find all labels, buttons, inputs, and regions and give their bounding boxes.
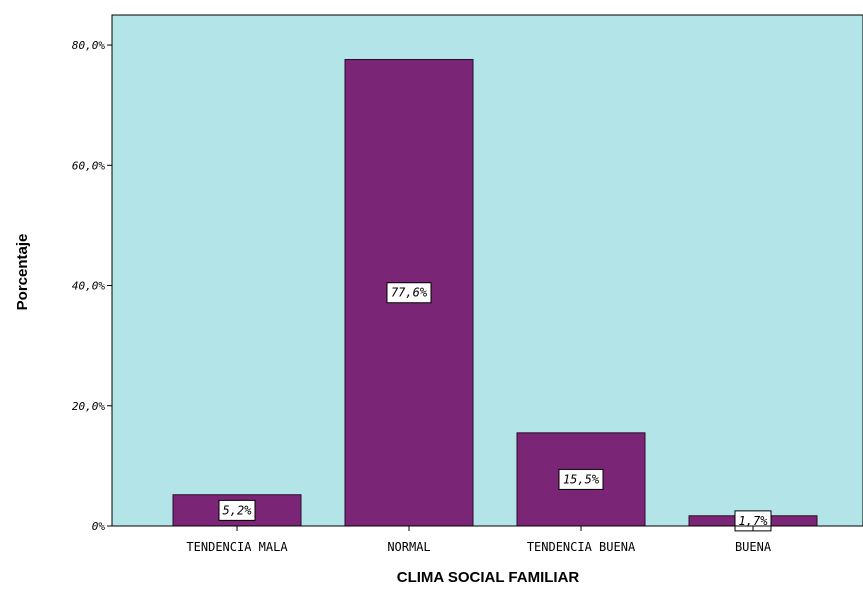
x-tick-label: NORMAL — [387, 540, 430, 554]
data-label: 15,5% — [563, 472, 600, 486]
x-tick-label: TENDENCIA MALA — [186, 540, 288, 554]
y-tick-label: 40,0% — [72, 280, 105, 293]
x-axis-title: CLIMA SOCIAL FAMILIAR — [397, 569, 580, 586]
plot-area — [111, 14, 863, 527]
x-ticks-group: TENDENCIA MALA NORMAL TENDENCIA BUENA BUENA — [186, 526, 772, 554]
data-label-box — [558, 468, 604, 490]
y-axis-title: Porcentaje — [14, 234, 31, 311]
y-tick-label: 20,0% — [72, 400, 105, 413]
y-ticks-group: 0% 20,0% 40,0% 60,0% 80,0% — [72, 39, 112, 533]
data-label: 5,2% — [223, 503, 253, 517]
data-label-box — [218, 499, 256, 521]
data-label: 77,6% — [391, 286, 428, 300]
data-label-box — [386, 282, 432, 304]
y-tick-label: 0% — [92, 520, 106, 533]
x-tick-label: BUENA — [735, 540, 772, 554]
x-tick-label: TENDENCIA BUENA — [527, 540, 636, 554]
data-label: 1,7% — [739, 514, 769, 528]
y-tick-label: 60,0% — [72, 159, 105, 172]
y-tick-label: 80,0% — [72, 39, 105, 52]
